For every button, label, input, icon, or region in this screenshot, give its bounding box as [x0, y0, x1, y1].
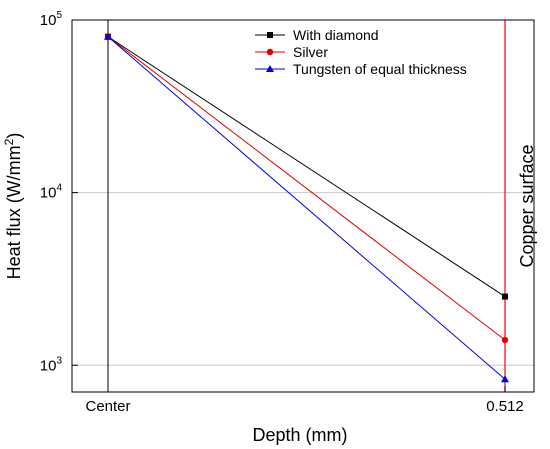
series-line-1	[107, 36, 506, 341]
series-line-0	[107, 36, 506, 297]
point-s1-1	[501, 336, 509, 344]
y-axis-label-sup: 2	[2, 138, 16, 145]
y-axis-label-main: Heat flux (W/mm	[4, 145, 24, 279]
y-tick-label-0: 103	[40, 355, 63, 374]
point-s2-1	[501, 375, 509, 383]
legend-label-2: Tungsten of equal thickness	[293, 61, 467, 77]
point-s2-0	[104, 32, 112, 40]
x-axis-label: Depth (mm)	[252, 425, 347, 445]
y-axis-label: Heat flux (W/mm2)	[2, 133, 24, 280]
series-layer	[104, 20, 509, 392]
point-s0-1	[502, 293, 508, 300]
series-line-2	[107, 36, 506, 380]
legend-marker-0	[267, 32, 273, 38]
x-tick-label-1: 0.512	[486, 398, 524, 415]
y-tick-label-1: 104	[40, 183, 63, 202]
plot-frame	[71, 19, 535, 393]
axis-layer: 103 104 105 Center 0.512	[40, 10, 524, 415]
legend-marker-1	[266, 48, 274, 56]
y-tick-label-2: 105	[40, 10, 63, 29]
legend-label-1: Silver	[293, 44, 328, 60]
legend-marker-2	[266, 65, 274, 72]
legend-label-0: With diamond	[293, 27, 379, 43]
x-tick-label-0: Center	[85, 398, 130, 415]
copper-surface-annotation: Copper surface	[517, 144, 537, 267]
y-axis-label-close: )	[4, 133, 24, 139]
